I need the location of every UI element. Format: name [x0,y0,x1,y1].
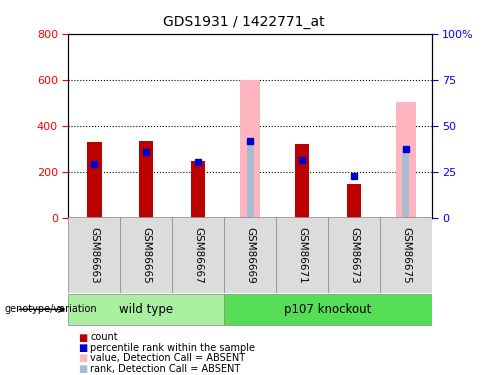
Text: value, Detection Call = ABSENT: value, Detection Call = ABSENT [90,354,245,363]
Text: genotype/variation: genotype/variation [5,304,98,314]
Bar [240,80,260,218]
Text: GSM86665: GSM86665 [141,226,151,284]
Bar [120,217,172,292]
Text: rank, Detection Call = ABSENT: rank, Detection Call = ABSENT [90,364,241,374]
Text: p107 knockout: p107 knockout [285,303,372,316]
Bar [246,141,254,218]
Text: ■: ■ [78,364,87,374]
Bar [191,161,205,218]
Bar [87,142,102,218]
Bar [224,294,432,324]
Bar [396,102,416,217]
Text: percentile rank within the sample: percentile rank within the sample [90,343,255,353]
Bar [346,184,361,218]
Bar [403,148,409,217]
Bar [68,217,120,292]
Text: GSM86667: GSM86667 [193,226,203,284]
Text: GSM86669: GSM86669 [245,226,255,284]
Text: wild type: wild type [119,303,173,316]
Text: GSM86671: GSM86671 [297,226,307,284]
Bar [276,217,328,292]
Bar [68,294,224,324]
Bar [224,217,276,292]
Text: GDS1931 / 1422771_at: GDS1931 / 1422771_at [163,15,325,29]
Bar [295,144,309,218]
Bar [172,217,224,292]
Text: GSM86663: GSM86663 [89,226,99,284]
Text: ■: ■ [78,354,87,363]
Text: ■: ■ [78,343,87,353]
Text: GSM86675: GSM86675 [401,226,411,284]
Text: ■: ■ [78,333,87,342]
Text: count: count [90,333,118,342]
Text: GSM86673: GSM86673 [349,226,359,284]
Bar [139,141,154,218]
Bar [380,217,432,292]
Bar [328,217,380,292]
